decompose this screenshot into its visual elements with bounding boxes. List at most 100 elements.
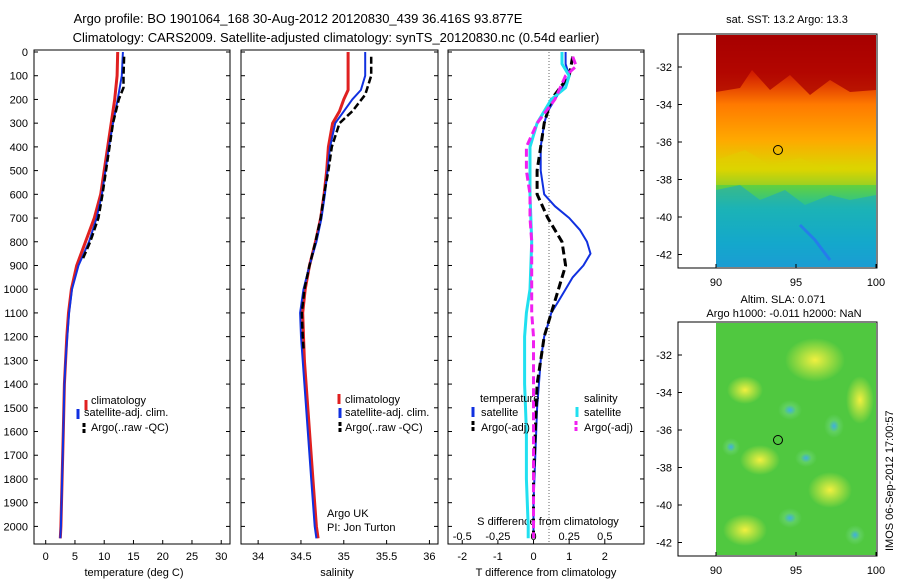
depth-tick-label: 900 [10, 260, 28, 272]
tdiff-satellite-line [532, 52, 592, 539]
x-tick-label: 0 [43, 551, 49, 563]
temp-climatology-line [58, 51, 120, 539]
difference-xlabel: T difference from climatology [476, 567, 617, 579]
x-tick-label: 2 [602, 551, 608, 563]
sal-satellite-line [299, 52, 367, 539]
map-ytick-label: -32 [656, 350, 672, 362]
tdiff-argo-line [532, 56, 575, 539]
salinity-note2: PI: Jon Turton [327, 522, 395, 534]
sla-map-field [716, 323, 876, 555]
depth-tick-label: 1800 [4, 474, 28, 486]
depth-tick-label: 1100 [4, 308, 28, 320]
sal-legend-argo: Argo(..raw -QC) [345, 422, 423, 434]
map-ytick-label: -42 [656, 250, 672, 262]
x-tick-label: 10 [98, 551, 110, 563]
temperature-xlabel: temperature (deg C) [84, 567, 183, 579]
x-tick-label: 30 [215, 551, 227, 563]
x-tick-label: 15 [127, 551, 139, 563]
depth-tick-label: 100 [10, 71, 28, 83]
map-ytick-label: -36 [656, 137, 672, 149]
s-diff-tick-label: 0.25 [558, 531, 579, 543]
depth-tick-label: 700 [10, 213, 28, 225]
x-tick-label: 34.5 [290, 551, 311, 563]
map-ytick-label: -34 [656, 100, 672, 112]
diff-legend-sal-satellite: satellite [584, 407, 621, 419]
sdiff-satellite-line [523, 52, 571, 539]
s-diff-tick-label: 0.5 [597, 531, 612, 543]
sst-map-title: sat. SST: 13.2 Argo: 13.3 [726, 14, 848, 26]
sla-map-title1: Altim. SLA: 0.071 [741, 294, 826, 306]
depth-tick-label: 500 [10, 166, 28, 178]
footer-stamp: IMOS 06-Sep-2012 17:00:57 [884, 410, 896, 551]
depth-tick-label: 1200 [4, 332, 28, 344]
map-xtick-label: 90 [710, 277, 722, 289]
temp-legend-argo: Argo(..raw -QC) [91, 422, 169, 434]
depth-tick-label: 600 [10, 189, 28, 201]
diff-legend-temp-argo: Argo(-adj) [481, 422, 530, 434]
sla-argo-location-marker [773, 435, 783, 445]
depth-tick-label: 1500 [4, 403, 28, 415]
x-tick-label: 5 [72, 551, 78, 563]
s-diff-tick-label: -0.5 [453, 531, 472, 543]
diff-legend-sal-title: salinity [584, 393, 618, 405]
temp-legend-climatology: climatology [91, 395, 147, 407]
depth-tick-label: 1400 [4, 379, 28, 391]
sla-map-yticks: -32 -34 -36 -38 -40 -42 [656, 350, 682, 550]
x-tick-label: 34 [252, 551, 264, 563]
depth-tick-label: 800 [10, 237, 28, 249]
temperature-axes [33, 49, 231, 545]
map-xtick-label: 100 [867, 277, 885, 289]
depth-tick-labels: 0 100 200 300 400 500 600 700 800 900 1000 1100 1200… [4, 47, 644, 533]
depth-tick-label: 200 [10, 94, 28, 106]
sdiff-argo-line [524, 56, 578, 539]
map-xtick-label: 90 [710, 565, 722, 577]
x-tick-label: 0 [530, 551, 536, 563]
temp-legend-satellite: satellite-adj. clim. [84, 407, 168, 419]
map-xtick-label: 95 [790, 277, 802, 289]
sal-legend-satellite: satellite-adj. clim. [345, 407, 429, 419]
x-tick-label: -2 [457, 551, 467, 563]
sla-map-title2: Argo h1000: -0.011 h2000: NaN [706, 308, 861, 320]
profile-curves [58, 51, 592, 539]
map-ytick-label: -42 [656, 538, 672, 550]
x-tick-label: -1 [493, 551, 503, 563]
x-tick-label: 35 [338, 551, 350, 563]
salinity-xlabel: salinity [320, 567, 354, 579]
sst-map-yticks: -32 -34 -36 -38 -40 -42 [656, 62, 682, 262]
diff-legend-sal-argo: Argo(-adj) [584, 422, 633, 434]
sst-argo-location-marker [773, 145, 783, 155]
map-ytick-label: -38 [656, 463, 672, 475]
x-tick-label: 25 [186, 551, 198, 563]
salinity-note1: Argo UK [327, 508, 369, 520]
difference-top-label: S difference from climatology [477, 516, 619, 528]
depth-tick-label: 300 [10, 118, 28, 130]
map-ytick-label: -40 [656, 500, 672, 512]
temperature-legend: climatology satellite-adj. clim. Argo(..… [76, 395, 169, 434]
x-tick-label: 36 [423, 551, 435, 563]
map-ytick-label: -36 [656, 425, 672, 437]
map-ytick-label: -34 [656, 388, 672, 400]
x-tick-label: 35.5 [376, 551, 397, 563]
salinity-legend: climatology satellite-adj. clim. Argo(..… [327, 394, 429, 534]
depth-tick-label: 2000 [4, 521, 28, 533]
s-diff-tick-label: -0.25 [485, 531, 510, 543]
header-line2: Climatology: CARS2009. Satellite-adjuste… [73, 30, 600, 45]
salinity-axes [240, 49, 439, 545]
x-tick-label: 20 [157, 551, 169, 563]
depth-tick-label: 1700 [4, 450, 28, 462]
depth-tick-label: 0 [22, 47, 28, 59]
map-ytick-label: -38 [656, 175, 672, 187]
temp-satellite-line [59, 51, 124, 539]
depth-tick-label: 1300 [4, 355, 28, 367]
x-tick-labels: 0 5 10 15 20 25 30 34 34.5 35 35.5 36 -2 -1 0 1 2 -0.5 -0.… [43, 531, 613, 563]
depth-tick-label: 1000 [4, 284, 28, 296]
sst-map-field [716, 35, 876, 267]
header-line1: Argo profile: BO 1901064_168 30-Aug-2012… [74, 11, 523, 26]
diff-legend-temp-satellite: satellite [481, 407, 518, 419]
sal-legend-climatology: climatology [345, 394, 401, 406]
x-tick-label: 1 [566, 551, 572, 563]
map-xtick-label: 95 [790, 565, 802, 577]
depth-tick-label: 400 [10, 142, 28, 154]
